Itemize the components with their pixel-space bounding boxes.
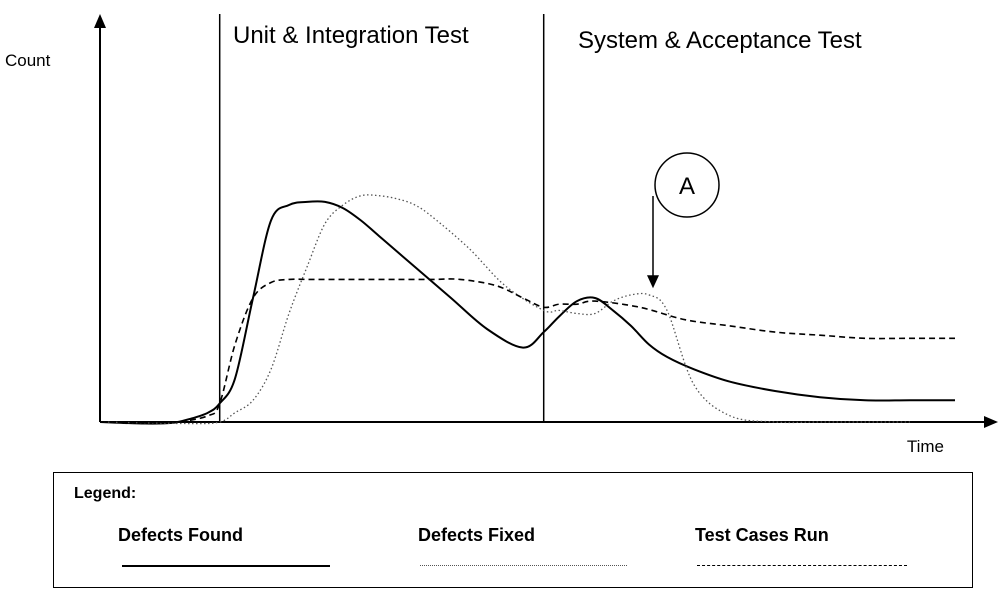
legend-item-defects-found: Defects Found <box>118 525 244 545</box>
annotation-arrow-head <box>647 275 659 289</box>
series-line-test-cases-run <box>99 278 955 424</box>
chart-plot: Count Time Unit & Integration Test System &… <box>5 14 998 456</box>
legend-item-test-cases-run: Test Cases Run <box>695 525 829 545</box>
annotation-label: A <box>679 173 695 200</box>
phase-label-2: System & Acceptance Test <box>578 27 862 54</box>
phase-label-1: Unit & Integration Test <box>233 22 469 49</box>
chart-annotations: A <box>647 152 720 289</box>
series-line-defects-found <box>99 200 955 425</box>
legend-swatch-solid <box>122 565 330 567</box>
legend-item-defects-fixed: Defects Fixed <box>418 525 536 545</box>
phase-dividers <box>218 14 545 422</box>
x-axis-label: Time <box>907 437 944 456</box>
chart-labels: Count Time Unit & Integration Test System &… <box>5 22 944 456</box>
y-axis-arrow <box>94 14 106 28</box>
legend-swatch-dotted <box>420 565 627 566</box>
legend-swatch-dashed <box>697 565 907 566</box>
annotation-circle <box>654 152 720 218</box>
x-axis-arrow <box>984 416 998 428</box>
y-axis-label: Count <box>5 51 51 70</box>
legend-box: Legend: Defects Found Defects Fixed Test… <box>53 472 973 588</box>
chart-series-group <box>99 194 955 425</box>
series-line-defects-fixed <box>99 194 910 425</box>
legend-title: Legend: <box>74 485 137 502</box>
